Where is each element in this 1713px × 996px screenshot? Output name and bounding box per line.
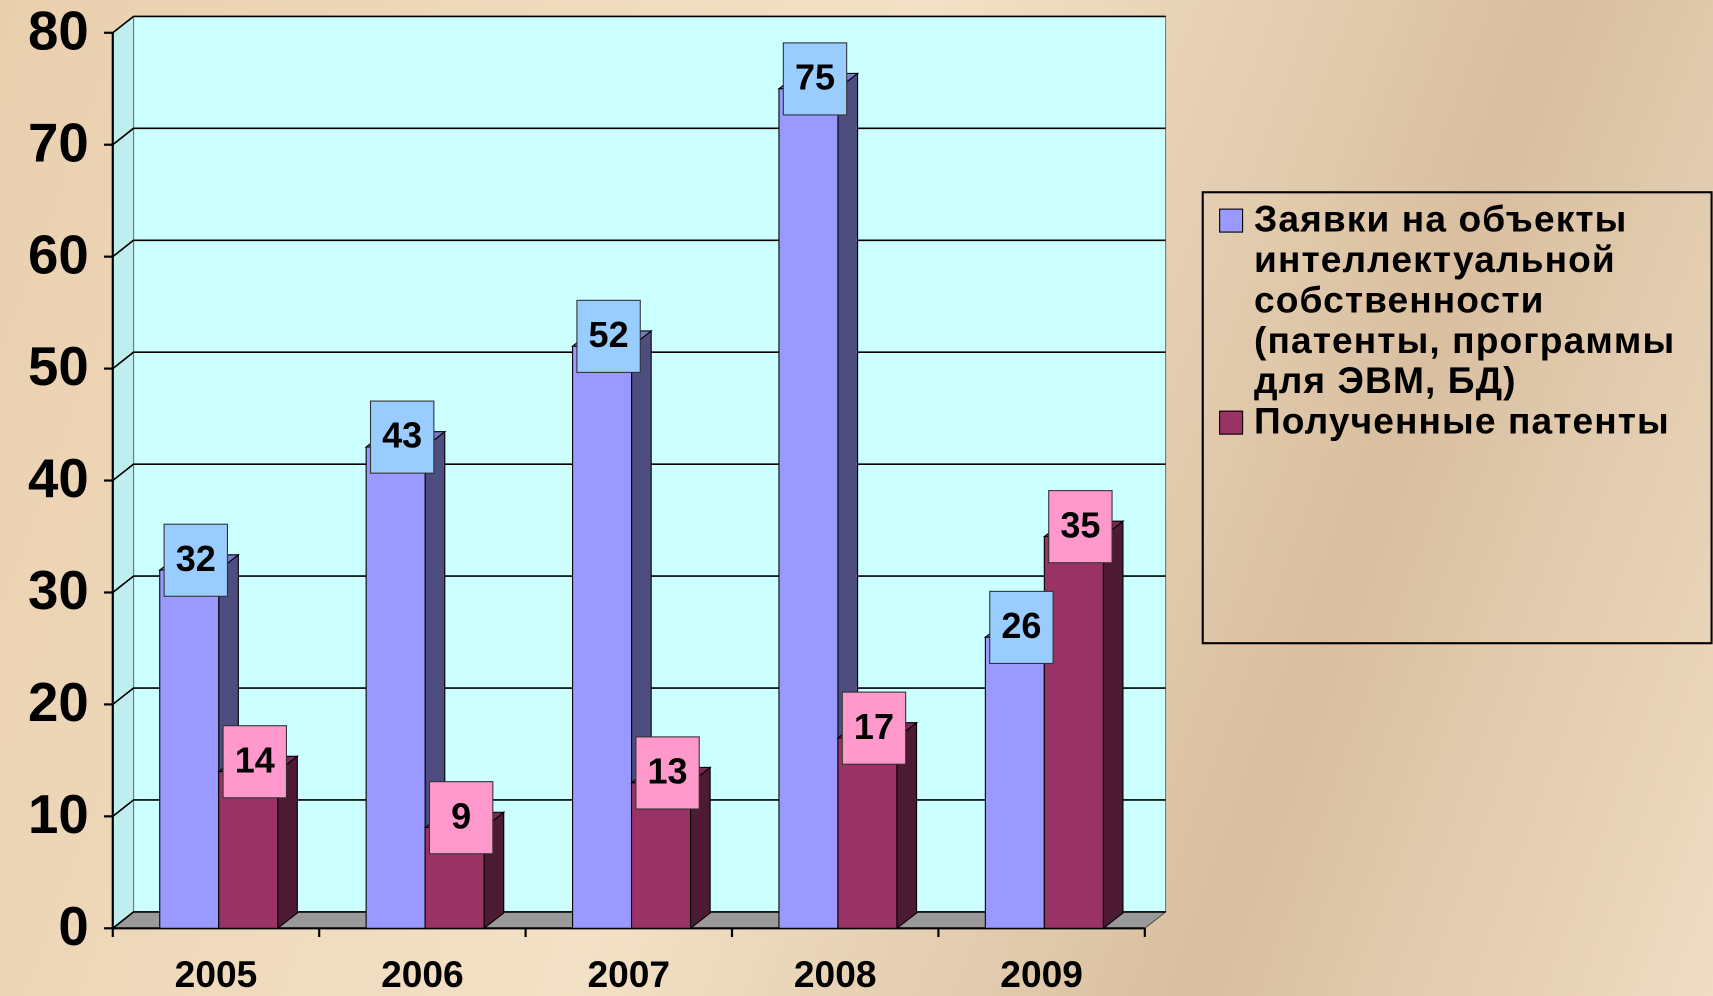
y-tick-label: 0	[58, 896, 88, 957]
value-label-box	[222, 725, 287, 799]
legend-swatch	[1219, 208, 1244, 233]
y-tick-label: 30	[28, 560, 89, 621]
bar	[1043, 535, 1104, 929]
value-label-box	[1048, 490, 1113, 564]
value-label: 13	[648, 751, 688, 792]
legend-entry: Заявки на объекты интеллектуальной собст…	[1219, 198, 1702, 402]
value-label-box	[369, 400, 435, 474]
y-tick-label: 40	[28, 448, 89, 509]
value-label: 14	[235, 739, 275, 780]
value-label: 9	[451, 795, 471, 836]
y-tick-label: 20	[28, 672, 89, 733]
bar	[159, 569, 220, 929]
legend-label: Полученные патенты	[1254, 400, 1670, 443]
bar-side	[1102, 520, 1124, 930]
grid-line-side	[112, 351, 135, 370]
value-label-box	[989, 590, 1054, 664]
value-label: 26	[1001, 605, 1041, 646]
x-tick-label: 2009	[1000, 953, 1083, 995]
value-label: 43	[382, 415, 422, 456]
value-label-box	[635, 736, 700, 810]
bar	[778, 88, 839, 929]
grid-line-side	[112, 799, 135, 817]
legend: Заявки на объекты интеллектуальной собст…	[1201, 191, 1713, 645]
y-tick-label: 70	[28, 112, 89, 173]
x-tick-label: 2005	[175, 953, 258, 995]
value-label: 35	[1060, 504, 1100, 545]
legend-entry: Полученные патенты	[1219, 400, 1702, 443]
grid-line-side	[112, 463, 135, 482]
y-tick-label: 80	[28, 0, 89, 61]
x-tick-label: 2008	[794, 953, 877, 995]
grid-line-side	[112, 911, 135, 929]
x-tick-label: 2006	[381, 953, 464, 995]
bar-group	[1042, 520, 1125, 930]
x-tick-label: 2007	[587, 953, 670, 995]
y-tick-label: 60	[28, 224, 89, 285]
bar	[837, 737, 898, 929]
grid-line-side	[112, 127, 135, 146]
legend-box: Заявки на объекты интеллектуальной собст…	[1201, 191, 1713, 645]
grid-line-side	[112, 239, 135, 258]
grid-line-side	[112, 575, 135, 594]
bar	[984, 636, 1045, 929]
bar	[365, 446, 426, 929]
y-tick-label: 50	[28, 336, 89, 397]
legend-swatch	[1219, 410, 1244, 435]
value-label: 52	[589, 314, 629, 355]
y-tick-label: 10	[28, 784, 89, 845]
value-label: 32	[176, 538, 216, 579]
legend-label: Заявки на объекты интеллектуальной собст…	[1254, 198, 1676, 402]
bar	[572, 345, 633, 929]
value-label-box	[428, 781, 494, 855]
value-label: 17	[854, 706, 894, 747]
value-label-box	[841, 691, 907, 765]
value-label-box	[576, 299, 641, 373]
grid-line-side	[112, 15, 135, 34]
value-label: 75	[795, 57, 835, 98]
value-label-box	[163, 523, 228, 597]
grid-line-side	[112, 687, 135, 706]
value-label-box	[782, 42, 848, 116]
